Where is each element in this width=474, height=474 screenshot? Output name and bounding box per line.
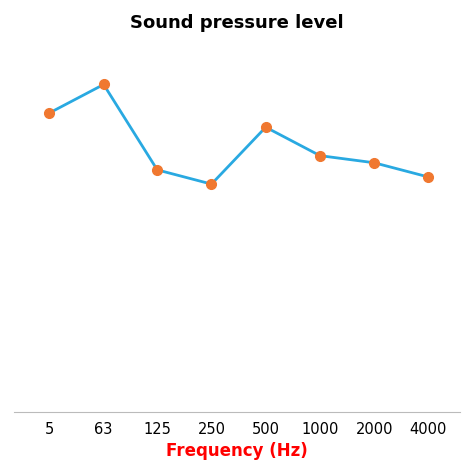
Title: Sound pressure level: Sound pressure level — [130, 14, 344, 32]
X-axis label: Frequency (Hz): Frequency (Hz) — [166, 442, 308, 460]
